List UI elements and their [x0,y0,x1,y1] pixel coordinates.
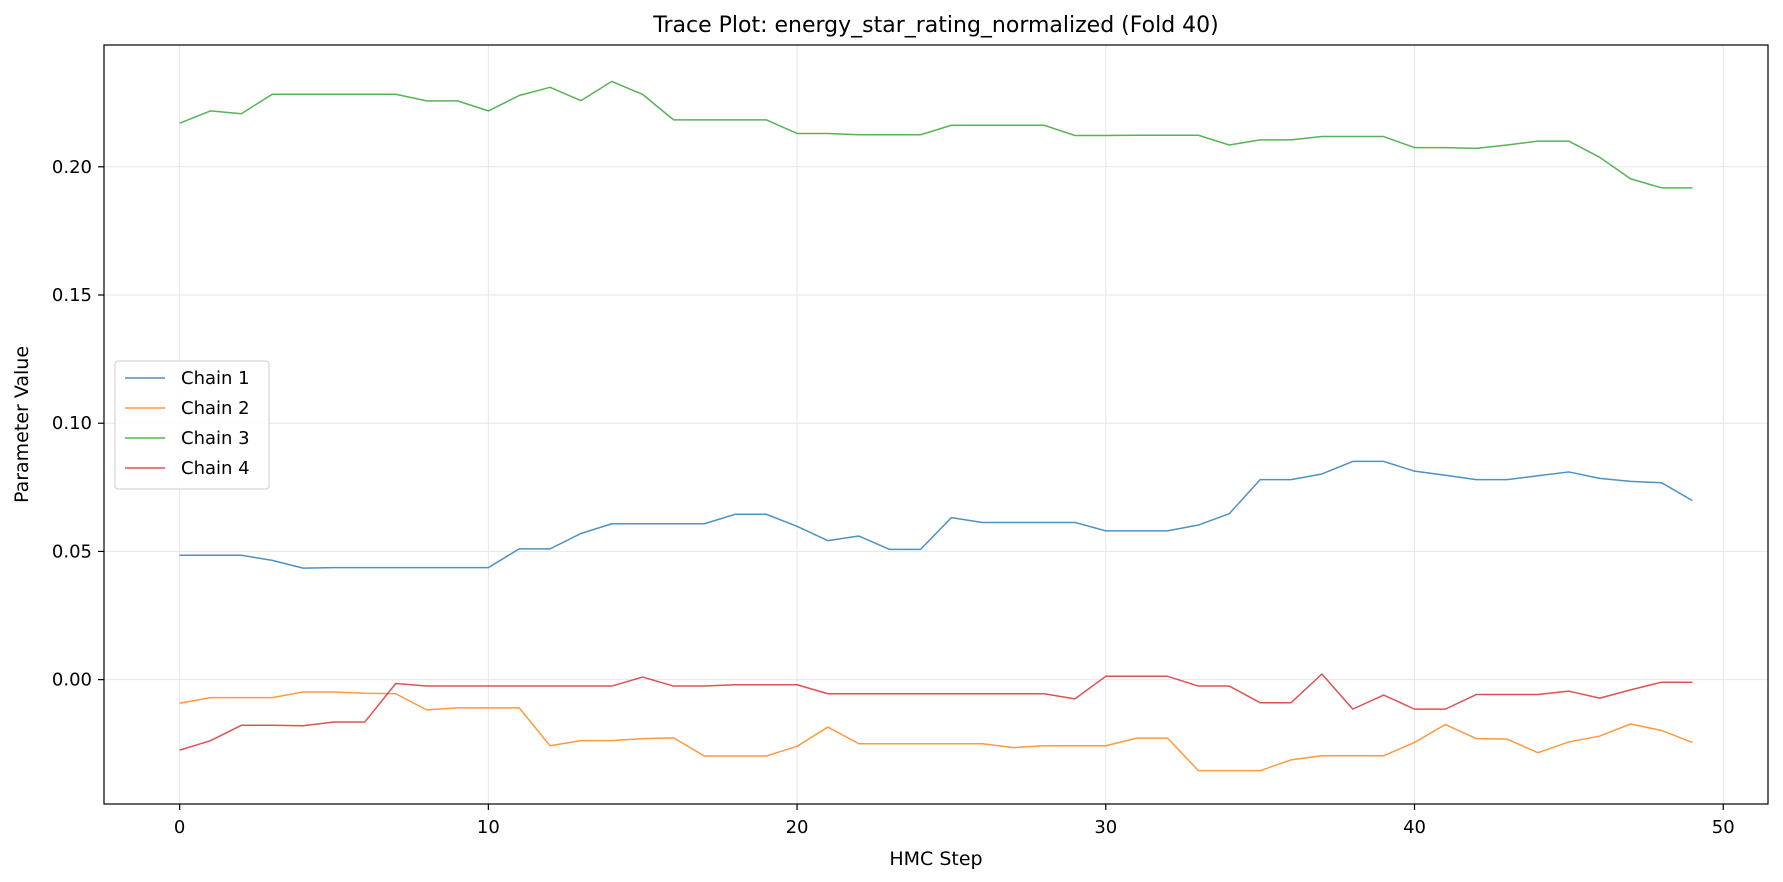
series-line-chain-3 [179,80,1693,189]
chart-title: Trace Plot: energy_star_rating_normalize… [652,13,1218,38]
legend-label: Chain 4 [181,458,250,479]
y-axis-label: Parameter Value [11,346,33,503]
series-line-chain-1 [179,460,1693,569]
y-tick-label: 0.00 [52,670,92,691]
series-line-chain-2 [179,691,1693,772]
legend-box [114,360,270,490]
legend-label: Chain 2 [181,398,250,419]
x-axis-label: HMC Step [889,848,982,870]
y-tick-label: 0.05 [52,541,92,562]
legend: Chain 1 Chain 2 Chain 3 Chain 4 [114,360,270,490]
series-lines [179,80,1693,772]
legend-label: Chain 1 [181,368,250,389]
plot-area-frame [103,44,1769,805]
y-tick-label: 0.20 [52,157,92,178]
y-tick-label: 0.15 [52,285,92,306]
x-tick-label: 30 [1094,817,1117,838]
x-tick-label: 20 [786,817,809,838]
y-tick-label: 0.10 [52,413,92,434]
x-tick-label: 40 [1403,817,1426,838]
grid-lines [104,45,1768,804]
legend-label: Chain 3 [181,428,250,449]
x-tick-label: 50 [1712,817,1735,838]
axis-ticks: 0 10 20 30 40 50 0.00 0.05 0.10 0.15 0.20 [52,157,1735,838]
x-tick-label: 0 [174,817,185,838]
series-line-chain-4 [179,673,1693,751]
x-tick-label: 10 [477,817,500,838]
